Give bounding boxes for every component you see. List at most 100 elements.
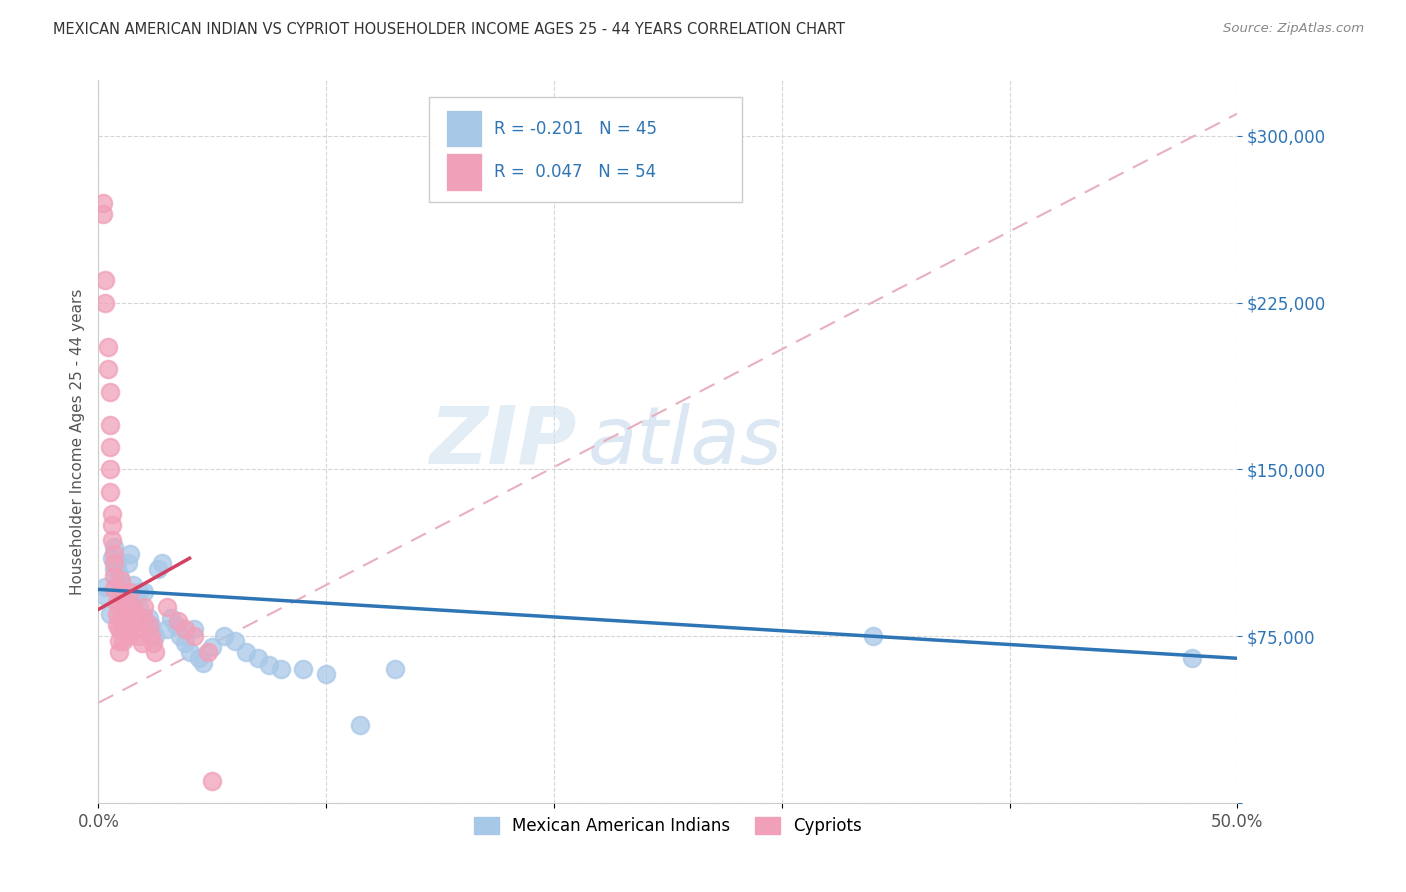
Point xyxy=(114,607,136,621)
Point xyxy=(112,589,135,603)
Point xyxy=(138,618,160,632)
Point xyxy=(114,600,136,615)
Point xyxy=(120,584,142,599)
Point xyxy=(292,662,315,676)
Point xyxy=(132,611,155,625)
Point xyxy=(110,600,132,615)
Point xyxy=(128,584,150,599)
Point xyxy=(124,607,146,621)
Point xyxy=(197,645,219,659)
Point xyxy=(98,484,121,499)
Bar xyxy=(446,153,482,191)
Point xyxy=(117,629,139,643)
Point xyxy=(98,440,121,454)
Point xyxy=(94,589,117,603)
Point xyxy=(110,574,132,588)
Point xyxy=(117,623,139,637)
Point xyxy=(101,533,124,548)
Point xyxy=(110,578,132,592)
Point xyxy=(127,623,149,637)
Point xyxy=(96,362,118,376)
Point xyxy=(121,578,143,592)
Point xyxy=(101,551,124,566)
Point xyxy=(212,629,235,643)
Point xyxy=(156,623,179,637)
Point xyxy=(103,569,125,583)
Point xyxy=(187,651,209,665)
Point xyxy=(384,662,406,676)
Point xyxy=(224,633,246,648)
Point xyxy=(108,633,131,648)
Text: Source: ZipAtlas.com: Source: ZipAtlas.com xyxy=(1223,22,1364,36)
Point xyxy=(98,462,121,476)
Text: ZIP: ZIP xyxy=(429,402,576,481)
Point xyxy=(108,566,131,581)
Point xyxy=(174,623,197,637)
Point xyxy=(1181,651,1204,665)
FancyBboxPatch shape xyxy=(429,97,742,202)
Point xyxy=(315,666,337,681)
Point xyxy=(132,600,155,615)
Point xyxy=(110,584,132,599)
Point xyxy=(131,636,153,650)
Point xyxy=(103,556,125,570)
Point xyxy=(862,629,884,643)
Point xyxy=(132,584,155,599)
Point xyxy=(103,582,125,597)
Point xyxy=(138,611,160,625)
Text: R = -0.201   N = 45: R = -0.201 N = 45 xyxy=(494,120,657,137)
Point xyxy=(146,562,169,576)
Point xyxy=(120,547,142,561)
Point xyxy=(128,600,150,615)
Point xyxy=(112,623,135,637)
Point xyxy=(94,273,117,287)
Text: R =  0.047   N = 54: R = 0.047 N = 54 xyxy=(494,163,655,181)
Point xyxy=(117,614,139,628)
Point xyxy=(174,636,197,650)
Point xyxy=(124,589,146,603)
Point xyxy=(94,295,117,310)
Point xyxy=(91,195,114,210)
Text: atlas: atlas xyxy=(588,402,783,481)
Point xyxy=(349,718,371,732)
Text: MEXICAN AMERICAN INDIAN VS CYPRIOT HOUSEHOLDER INCOME AGES 25 - 44 YEARS CORRELA: MEXICAN AMERICAN INDIAN VS CYPRIOT HOUSE… xyxy=(53,22,845,37)
Point xyxy=(259,657,281,672)
Point xyxy=(98,417,121,432)
Point xyxy=(142,636,165,650)
Point xyxy=(101,507,124,521)
Point xyxy=(103,562,125,576)
Point xyxy=(117,556,139,570)
Point xyxy=(105,607,128,621)
Y-axis label: Householder Income Ages 25 - 44 years: Householder Income Ages 25 - 44 years xyxy=(69,288,84,595)
Point xyxy=(114,596,136,610)
Point xyxy=(139,618,162,632)
Point xyxy=(193,656,215,670)
Legend: Mexican American Indians, Cypriots: Mexican American Indians, Cypriots xyxy=(467,810,869,841)
Point xyxy=(179,645,201,659)
Point xyxy=(91,207,114,221)
Point xyxy=(128,629,150,643)
Point xyxy=(121,600,143,615)
Point xyxy=(165,618,187,632)
Point xyxy=(110,611,132,625)
Point xyxy=(201,773,224,788)
Point xyxy=(150,556,173,570)
Point xyxy=(183,629,205,643)
Point xyxy=(103,540,125,554)
Point xyxy=(139,629,162,643)
Point xyxy=(270,662,292,676)
Point xyxy=(235,645,257,659)
Point xyxy=(145,645,167,659)
Point xyxy=(105,596,128,610)
Point xyxy=(127,614,149,628)
Point xyxy=(167,614,190,628)
Point xyxy=(145,629,167,643)
Point xyxy=(98,384,121,399)
Point xyxy=(98,607,121,621)
Point xyxy=(160,611,183,625)
Point xyxy=(96,340,118,354)
Point xyxy=(103,547,125,561)
Point xyxy=(108,623,131,637)
Bar xyxy=(446,110,482,147)
Point xyxy=(201,640,224,655)
